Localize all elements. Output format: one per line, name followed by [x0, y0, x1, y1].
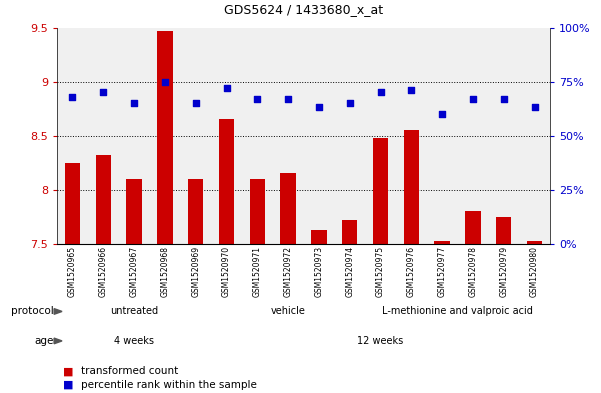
Text: GSM1520972: GSM1520972: [284, 246, 293, 298]
Bar: [126, 179, 142, 244]
Point: [252, 95, 262, 102]
Text: GSM1520974: GSM1520974: [345, 246, 354, 298]
Text: GSM1520975: GSM1520975: [376, 246, 385, 298]
Bar: [281, 173, 296, 244]
Point: [99, 89, 108, 95]
Point: [376, 89, 385, 95]
Text: protocol: protocol: [11, 307, 54, 316]
Point: [129, 100, 139, 106]
Point: [499, 95, 508, 102]
Text: age: age: [35, 336, 54, 346]
Text: GSM1520969: GSM1520969: [191, 246, 200, 298]
Point: [191, 100, 201, 106]
Text: GSM1520978: GSM1520978: [468, 246, 477, 298]
Text: GSM1520967: GSM1520967: [130, 246, 139, 298]
Point: [406, 87, 416, 93]
Text: GSM1520971: GSM1520971: [253, 246, 262, 298]
Text: GSM1520970: GSM1520970: [222, 246, 231, 298]
Text: percentile rank within the sample: percentile rank within the sample: [81, 380, 257, 390]
Bar: [219, 119, 234, 244]
Bar: [342, 220, 358, 244]
Text: L-methionine and valproic acid: L-methionine and valproic acid: [382, 307, 533, 316]
Text: GSM1520979: GSM1520979: [499, 246, 508, 298]
Bar: [496, 217, 511, 244]
Text: transformed count: transformed count: [81, 366, 178, 376]
Bar: [404, 130, 419, 244]
Point: [68, 94, 78, 100]
Point: [345, 100, 355, 106]
Bar: [157, 31, 172, 244]
Text: ■: ■: [63, 366, 73, 376]
Point: [529, 104, 539, 110]
Text: GSM1520977: GSM1520977: [438, 246, 447, 298]
Bar: [249, 179, 265, 244]
Text: GSM1520968: GSM1520968: [160, 246, 169, 298]
Point: [222, 85, 231, 91]
Text: GDS5624 / 1433680_x_at: GDS5624 / 1433680_x_at: [224, 3, 383, 16]
Text: GSM1520976: GSM1520976: [407, 246, 416, 298]
Bar: [373, 138, 388, 244]
Point: [438, 111, 447, 117]
Text: ■: ■: [63, 380, 73, 390]
Text: 12 weeks: 12 weeks: [358, 336, 404, 346]
Text: vehicle: vehicle: [270, 307, 305, 316]
Point: [160, 78, 169, 84]
Bar: [96, 155, 111, 244]
Text: GSM1520980: GSM1520980: [530, 246, 539, 298]
Bar: [465, 211, 481, 244]
Text: GSM1520965: GSM1520965: [68, 246, 77, 298]
Point: [314, 104, 324, 110]
Bar: [527, 241, 542, 244]
Bar: [435, 241, 450, 244]
Bar: [311, 230, 326, 244]
Text: GSM1520973: GSM1520973: [314, 246, 323, 298]
Text: GSM1520966: GSM1520966: [99, 246, 108, 298]
Bar: [188, 179, 203, 244]
Bar: [65, 163, 80, 244]
Text: 4 weeks: 4 weeks: [114, 336, 154, 346]
Point: [468, 95, 478, 102]
Point: [283, 95, 293, 102]
Text: untreated: untreated: [110, 307, 158, 316]
